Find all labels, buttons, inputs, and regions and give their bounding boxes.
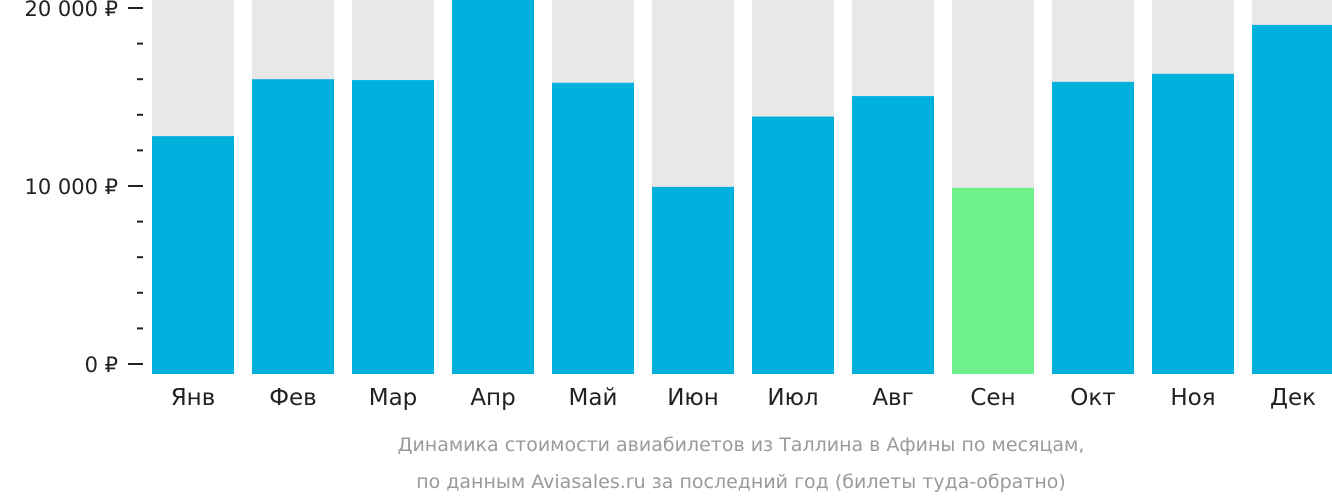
y-tick-label-2: 20 000 ₽	[24, 0, 118, 21]
chart-caption-line-1: Динамика стоимости авиабилетов из Таллин…	[398, 434, 1085, 456]
x-tick-label-7: Авг	[872, 385, 913, 411]
bar-6	[752, 116, 834, 374]
bar-11	[1252, 24, 1332, 374]
x-tick-label-5: Июн	[667, 385, 719, 411]
x-axis: Янв Фев Мар Апр Май Июн Июл Авг Сен Окт Ноя Дек	[171, 385, 1316, 411]
y-tick-label-0: 0 ₽	[85, 353, 118, 377]
bar-2	[352, 80, 434, 374]
x-tick-label-11: Дек	[1270, 385, 1316, 411]
bar-7	[852, 96, 934, 375]
bar-4	[552, 82, 634, 374]
x-tick-label-0: Янв	[171, 385, 216, 411]
value-bars	[152, 0, 1332, 375]
chart-caption-line-2: по данным Aviasales.ru за последний год …	[416, 471, 1066, 493]
x-tick-label-6: Июл	[767, 385, 818, 411]
x-tick-label-10: Ноя	[1170, 385, 1215, 411]
x-tick-label-1: Фев	[269, 385, 317, 411]
bar-5	[652, 186, 734, 374]
bar-10	[1152, 73, 1234, 375]
bar-3	[452, 0, 534, 374]
bar-1	[252, 79, 334, 374]
x-tick-label-4: Май	[569, 385, 618, 411]
x-tick-label-8: Сен	[970, 385, 1015, 411]
bar-8	[952, 187, 1034, 374]
y-tick-label-1: 10 000 ₽	[24, 175, 118, 199]
x-tick-label-9: Окт	[1070, 385, 1115, 411]
x-tick-label-2: Мар	[369, 385, 418, 411]
bar-0	[152, 136, 234, 374]
x-tick-label-3: Апр	[470, 385, 515, 411]
y-axis: 0 ₽ 10 000 ₽ 20 000 ₽	[24, 0, 143, 377]
bar-9	[1052, 81, 1134, 375]
